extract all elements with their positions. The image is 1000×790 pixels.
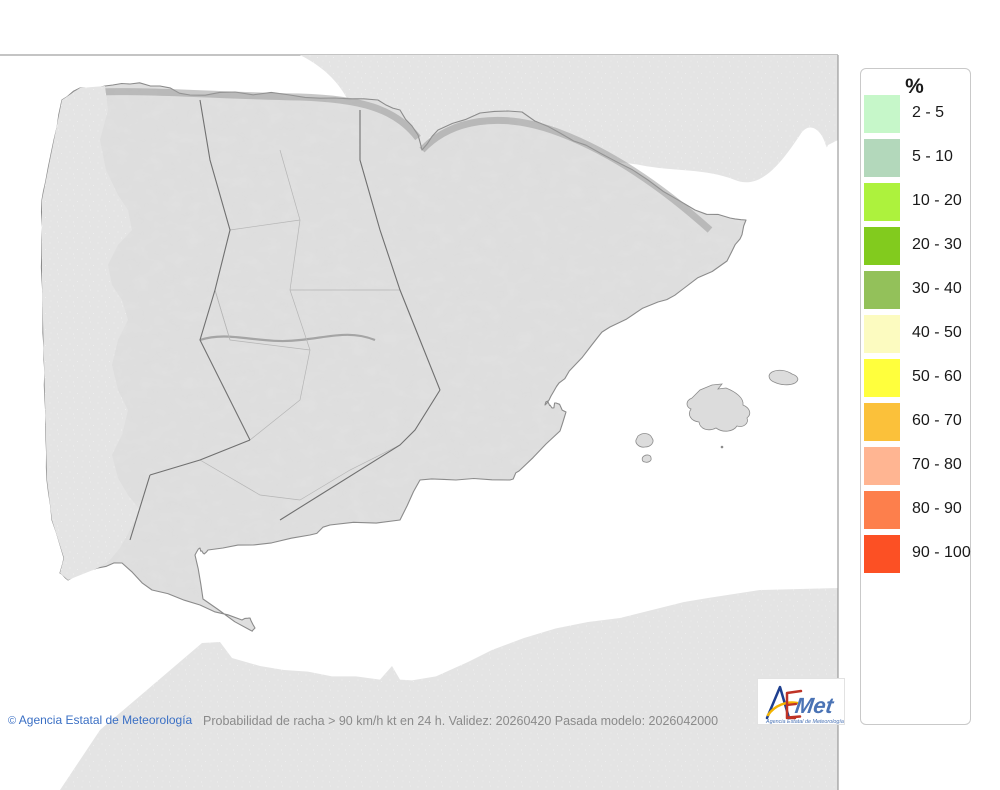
svg-text:Met: Met (794, 693, 837, 718)
svg-text:Agencia Estatal de Meteorologí: Agencia Estatal de Meteorología (765, 719, 844, 724)
